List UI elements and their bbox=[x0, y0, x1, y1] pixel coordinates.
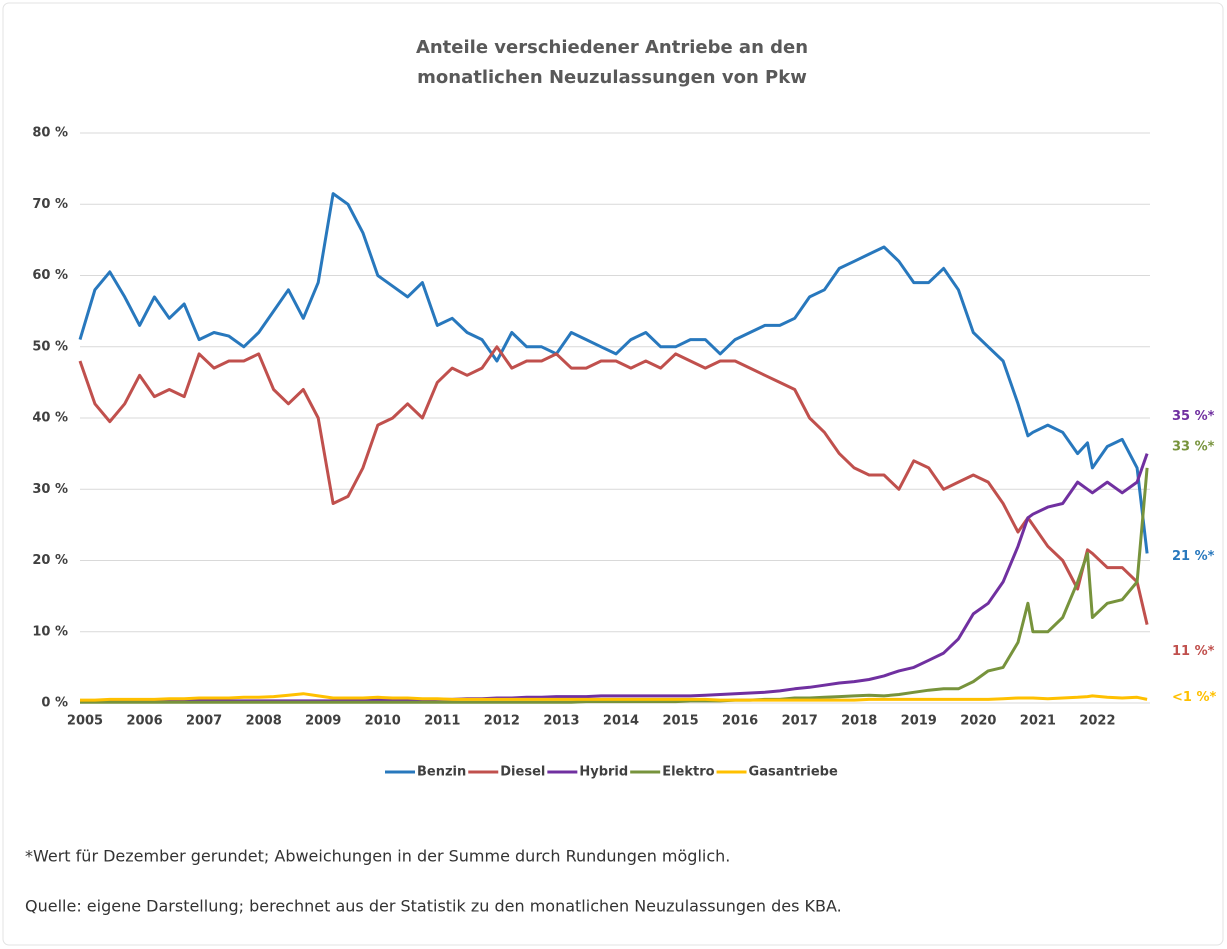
y-tick-label: 60 % bbox=[32, 268, 68, 283]
end-label: 33 %* bbox=[1172, 439, 1215, 454]
x-tick-label: 2011 bbox=[424, 714, 460, 729]
y-tick-label: 70 % bbox=[32, 197, 68, 212]
x-tick-label: 2013 bbox=[543, 714, 579, 729]
y-tick-label: 20 % bbox=[32, 553, 68, 568]
footnote: Quelle: eigene Darstellung; berechnet au… bbox=[25, 897, 842, 916]
x-tick-label: 2017 bbox=[782, 714, 818, 729]
x-tick-label: 2009 bbox=[305, 714, 341, 729]
series-line bbox=[80, 692, 1148, 702]
legend-label: Elektro bbox=[662, 765, 714, 780]
y-tick-label: 80 % bbox=[32, 126, 68, 141]
legend: Benzin Diesel Hybrid Elektro Gasantriebe bbox=[385, 765, 838, 780]
x-tick-label: 2007 bbox=[186, 714, 222, 729]
end-label: 21 %* bbox=[1172, 549, 1215, 564]
x-tick-label: 2016 bbox=[722, 714, 758, 729]
footnote: *Wert für Dezember gerundet; Abweichunge… bbox=[25, 847, 730, 866]
x-tick-label: 2014 bbox=[603, 714, 639, 729]
x-tick-label: 2012 bbox=[484, 714, 520, 729]
x-tick-label: 2018 bbox=[841, 714, 877, 729]
x-tick-label: 2020 bbox=[960, 714, 996, 729]
y-tick-label: 30 % bbox=[32, 482, 68, 497]
legend-label: Hybrid bbox=[579, 765, 628, 780]
legend-label: Benzin bbox=[417, 765, 466, 780]
y-tick-label: 0 % bbox=[41, 696, 68, 711]
chart-title: Anteile verschiedener Antriebe an den bbox=[416, 37, 808, 58]
x-tick-label: 2021 bbox=[1020, 714, 1056, 729]
end-label: 11 %* bbox=[1172, 644, 1215, 659]
x-tick-label: 2005 bbox=[67, 714, 103, 729]
series-line bbox=[78, 345, 1149, 625]
y-tick-label: 10 % bbox=[32, 624, 68, 639]
x-tick-label: 2015 bbox=[662, 714, 698, 729]
series-line bbox=[78, 192, 1149, 554]
chart-title: monatlichen Neuzulassungen von Pkw bbox=[417, 67, 807, 88]
x-tick-label: 2019 bbox=[901, 714, 937, 729]
x-tick-label: 2008 bbox=[246, 714, 282, 729]
legend-label: Diesel bbox=[500, 765, 545, 780]
x-tick-label: 2010 bbox=[365, 714, 401, 729]
x-tick-label: 2022 bbox=[1079, 714, 1115, 729]
y-tick-label: 40 % bbox=[32, 411, 68, 426]
series-line bbox=[80, 467, 1149, 704]
y-tick-label: 50 % bbox=[32, 339, 68, 354]
x-tick-label: 2006 bbox=[126, 714, 162, 729]
end-label: <1 %* bbox=[1172, 690, 1216, 705]
end-label: 35 %* bbox=[1172, 409, 1215, 424]
legend-label: Gasantriebe bbox=[749, 765, 838, 780]
